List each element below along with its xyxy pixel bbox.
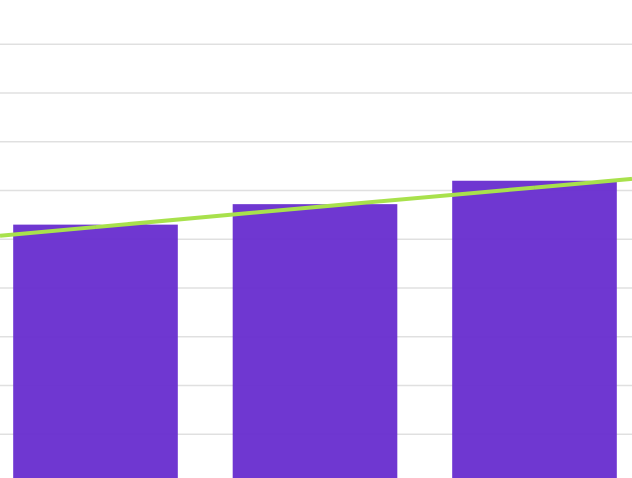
bar [13, 224, 178, 478]
trend-extension [0, 225, 96, 238]
trend-extension [534, 176, 632, 190]
trend-line [95, 185, 535, 230]
bar [232, 204, 398, 478]
bar [452, 180, 617, 478]
